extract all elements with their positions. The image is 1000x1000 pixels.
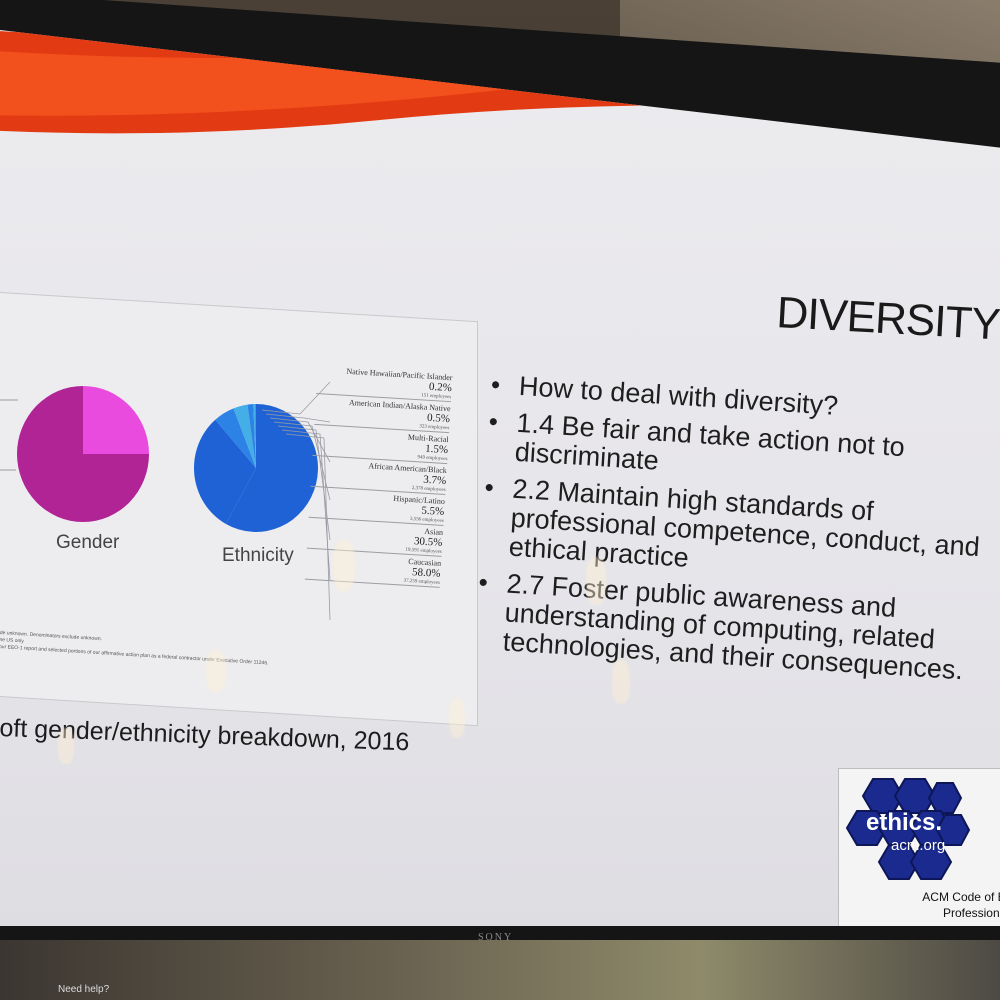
ethnicity-pie-slice <box>194 419 256 524</box>
acm-ethics-logo: ethics. acm.org ACM Code of Et Professio… <box>838 768 1000 926</box>
acm-ethics-text: ethics. <box>866 809 943 836</box>
acm-code-text: ACM Code of Et <box>922 890 1000 904</box>
floor <box>0 940 1000 1000</box>
leader-line <box>273 421 331 501</box>
light-reflection <box>58 728 74 764</box>
gender-pie-slice <box>16 386 149 522</box>
ethnicity-legend: Native Hawaiian/Pacific Islander 0.2% 15… <box>304 365 453 590</box>
legend-entry: Caucasian 58.0% 37,259 employees <box>304 550 442 588</box>
leader-line <box>265 413 331 423</box>
need-help-sign: Need help? <box>58 984 110 995</box>
ethnicity-pie-slice <box>247 404 256 468</box>
pie-charts <box>0 381 331 621</box>
light-reflection <box>586 557 606 605</box>
light-reflection <box>612 660 630 704</box>
acm-professional-text: Professional <box>942 906 1000 920</box>
ethnicity-pie-slice <box>225 404 319 533</box>
ethnicity-pie <box>194 404 319 533</box>
gender-pie-slice <box>83 386 149 454</box>
gender-label: Gender <box>56 532 120 553</box>
leader-line <box>261 381 331 415</box>
sony-logo: SONY <box>478 932 514 943</box>
gender-pie <box>16 386 149 522</box>
light-reflection <box>206 650 226 692</box>
leader-lines <box>261 381 331 621</box>
leader-line <box>269 417 331 463</box>
ethnicity-label: Ethnicity <box>222 545 294 566</box>
ethnicity-pie-slice <box>255 404 256 468</box>
ethnicity-pie-slice <box>233 404 256 468</box>
ethnicity-pie-slice <box>253 404 256 468</box>
slide-title: DIVERSITY <box>775 288 1000 350</box>
leader-line <box>281 429 331 581</box>
acm-org-text: acm.org <box>891 837 946 854</box>
presentation-slide: DIVERSITY How to deal with diversity? 1.… <box>0 30 1000 926</box>
light-reflection <box>333 540 355 592</box>
ethnicity-pie-slice <box>215 408 256 468</box>
bullet-list: How to deal with diversity? 1.4 Be fair … <box>472 370 1000 695</box>
leader-line <box>277 425 331 541</box>
light-reflection <box>449 698 465 738</box>
hexagon-logo-icon <box>845 778 971 880</box>
leader-line <box>285 433 331 621</box>
